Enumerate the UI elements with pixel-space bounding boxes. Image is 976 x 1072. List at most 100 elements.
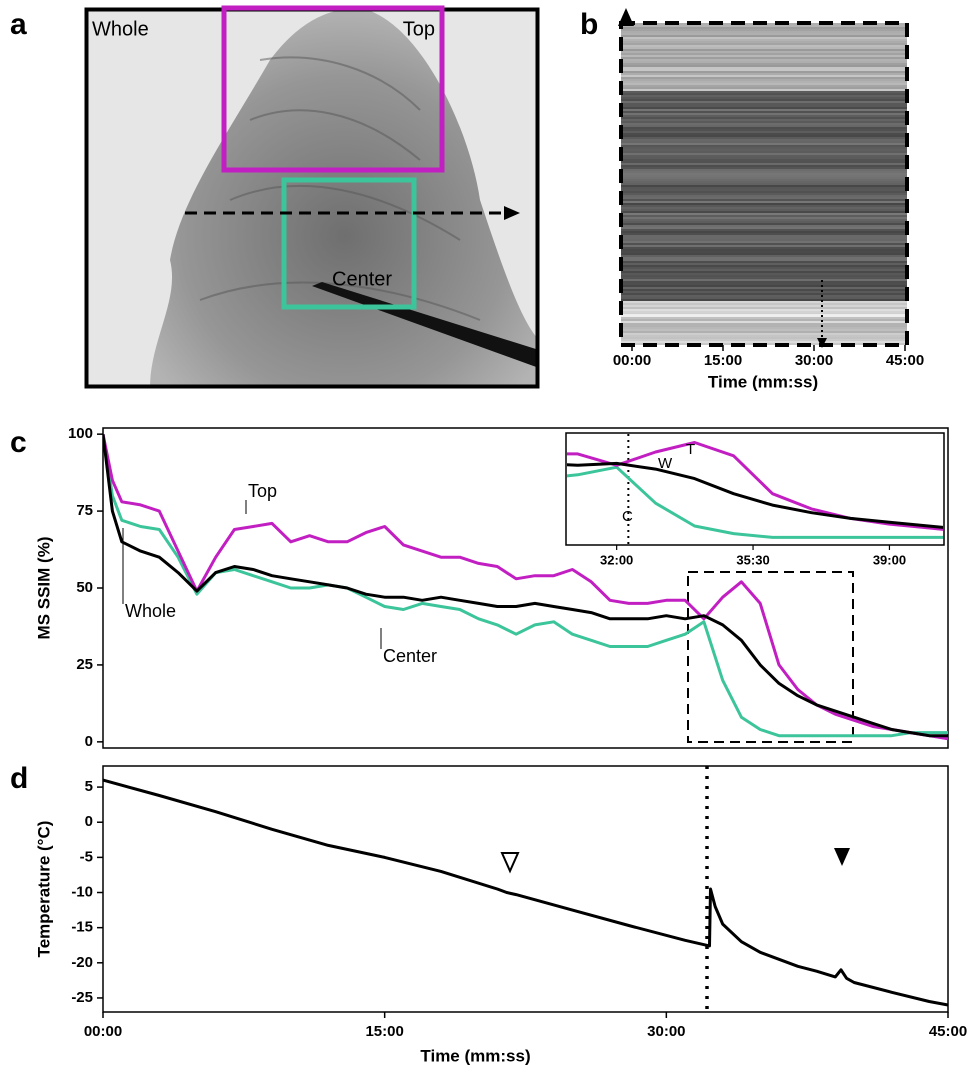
texture bbox=[621, 151, 907, 153]
texture bbox=[621, 289, 907, 291]
x-tick-label: 32:00 bbox=[600, 552, 633, 567]
texture bbox=[621, 185, 907, 187]
kymograph-frame bbox=[619, 21, 909, 347]
texture bbox=[621, 103, 907, 105]
texture bbox=[621, 139, 907, 141]
texture bbox=[621, 207, 907, 209]
texture bbox=[621, 233, 907, 235]
texture bbox=[621, 287, 907, 289]
texture bbox=[621, 247, 907, 249]
series-label: Top bbox=[248, 481, 277, 501]
texture bbox=[621, 271, 907, 273]
texture bbox=[621, 65, 907, 67]
texture bbox=[621, 111, 907, 113]
region-label: Top bbox=[403, 18, 435, 40]
texture bbox=[621, 175, 907, 177]
texture bbox=[621, 314, 907, 317]
texture bbox=[621, 31, 907, 33]
texture bbox=[621, 51, 907, 53]
texture bbox=[621, 329, 907, 331]
texture bbox=[621, 241, 907, 243]
y-axis-label: Temperature (°C) bbox=[34, 821, 53, 958]
texture bbox=[621, 235, 907, 237]
texture bbox=[621, 299, 907, 301]
x-tick-label: 15:00 bbox=[365, 1023, 403, 1040]
x-axis-label: Time (mm:ss) bbox=[420, 1046, 530, 1065]
y-tick-label: 50 bbox=[76, 579, 93, 596]
texture bbox=[621, 125, 907, 127]
texture bbox=[621, 113, 907, 115]
kymograph bbox=[621, 23, 907, 345]
texture bbox=[621, 253, 907, 255]
y-tick-label: 75 bbox=[76, 502, 93, 519]
texture bbox=[621, 25, 907, 27]
texture bbox=[621, 63, 907, 65]
texture bbox=[621, 99, 907, 101]
arrow-down bbox=[817, 338, 827, 348]
texture bbox=[621, 333, 907, 335]
texture bbox=[621, 305, 907, 307]
inset-label: W bbox=[658, 455, 673, 472]
roi-center bbox=[281, 177, 417, 310]
texture bbox=[621, 303, 907, 305]
texture bbox=[621, 307, 907, 309]
series-line bbox=[102, 778, 949, 1007]
texture bbox=[621, 165, 907, 167]
region-label: Center bbox=[332, 268, 392, 290]
series-label: Center bbox=[383, 646, 437, 666]
texture bbox=[621, 201, 907, 203]
texture bbox=[621, 337, 907, 339]
texture bbox=[621, 209, 907, 211]
y-tick-label: -5 bbox=[80, 848, 93, 865]
texture bbox=[621, 149, 907, 151]
texture bbox=[621, 211, 907, 213]
texture bbox=[621, 261, 907, 263]
texture bbox=[621, 181, 907, 183]
inset-label: C bbox=[622, 508, 633, 525]
texture bbox=[621, 163, 907, 165]
texture bbox=[621, 183, 907, 185]
texture bbox=[621, 173, 907, 175]
texture bbox=[621, 295, 907, 297]
texture bbox=[621, 203, 907, 205]
texture bbox=[621, 321, 907, 323]
texture bbox=[621, 199, 907, 201]
texture bbox=[621, 293, 907, 295]
texture bbox=[621, 219, 907, 221]
texture bbox=[621, 57, 907, 59]
y-tick-label: -10 bbox=[71, 883, 93, 900]
texture bbox=[621, 341, 907, 343]
series-line bbox=[567, 461, 943, 529]
texture bbox=[621, 275, 907, 277]
texture bbox=[621, 75, 907, 77]
texture bbox=[621, 243, 907, 245]
arrow-head bbox=[504, 206, 520, 220]
x-tick-label: 45:00 bbox=[929, 1023, 967, 1040]
texture bbox=[621, 29, 907, 31]
micrograph bbox=[85, 8, 539, 388]
texture bbox=[621, 267, 907, 269]
texture bbox=[621, 297, 907, 299]
texture bbox=[621, 47, 907, 49]
filled-marker bbox=[834, 848, 850, 866]
texture bbox=[621, 155, 907, 157]
inset-label: T bbox=[686, 441, 695, 458]
panel-label: d bbox=[10, 762, 28, 795]
texture bbox=[621, 191, 907, 193]
x-tick-label: 30:00 bbox=[647, 1023, 685, 1040]
texture bbox=[621, 187, 907, 189]
texture bbox=[621, 229, 907, 231]
texture bbox=[621, 33, 907, 35]
texture bbox=[621, 137, 907, 139]
texture bbox=[621, 105, 907, 107]
texture bbox=[621, 283, 907, 285]
texture bbox=[621, 215, 907, 217]
texture bbox=[621, 79, 907, 81]
texture bbox=[621, 281, 907, 283]
texture bbox=[621, 135, 907, 137]
texture bbox=[621, 205, 907, 207]
series-line bbox=[103, 433, 948, 741]
x-tick-label: 30:00 bbox=[795, 352, 833, 369]
panel-label: c bbox=[10, 426, 27, 459]
texture bbox=[621, 237, 907, 239]
